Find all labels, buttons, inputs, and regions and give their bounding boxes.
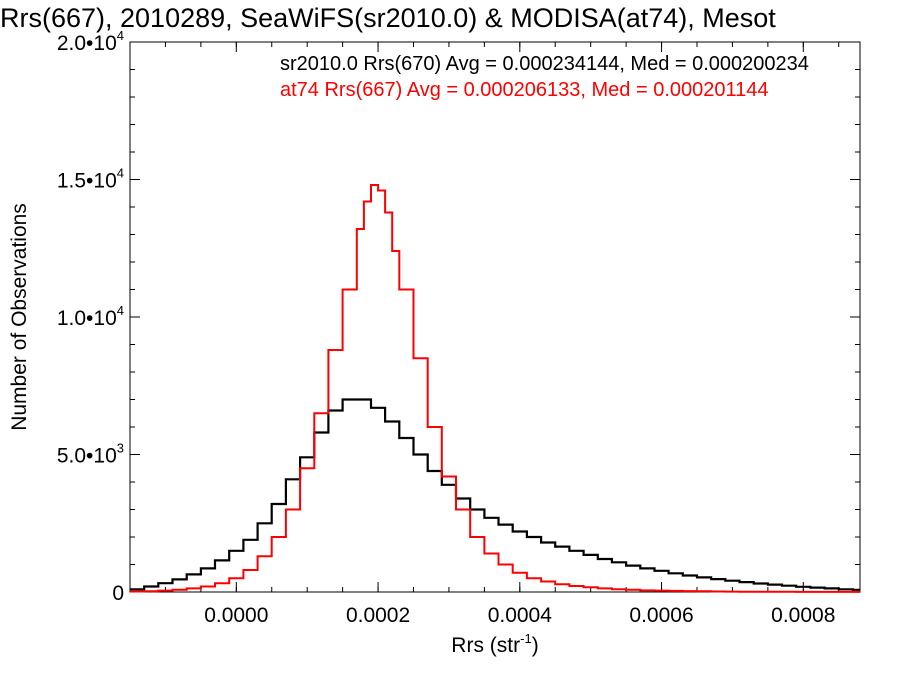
x-tick-labels: 0.0000 0.0002 0.0004 0.0006 0.0008 (204, 604, 835, 627)
legend-entry-sr2010: sr2010.0 Rrs(670) Avg = 0.000234144, Med… (280, 53, 809, 75)
chart-title: Rrs(667), 2010289, SeaWiFS(sr2010.0) & M… (0, 3, 776, 33)
x-tick-label: 0.0006 (629, 604, 693, 627)
y-tick-label: 1.0•104 (57, 303, 124, 330)
y-tick-label: 5.0•103 (57, 441, 124, 468)
legend-entry-at74: at74 Rrs(667) Avg = 0.000206133, Med = 0… (280, 79, 769, 101)
y-axis-label: Number of Observations (8, 203, 31, 431)
x-tick-label: 0.0004 (488, 604, 553, 627)
x-tick-label: 0.0002 (346, 604, 410, 627)
series-line-0 (130, 398, 860, 591)
axis-ticks (130, 41, 860, 593)
y-tick-label: 2.0•104 (57, 28, 124, 55)
y-tick-label: 0 (112, 582, 124, 605)
x-axis-label-base: Rrs (str (451, 634, 520, 657)
x-axis-label: Rrs (str-1) (451, 631, 538, 657)
series-layer (130, 184, 860, 593)
x-axis-label-sup: -1 (520, 631, 532, 646)
x-axis-label-tail: ) (532, 634, 539, 657)
series-line-1 (130, 184, 860, 593)
x-tick-label: 0.0000 (204, 604, 268, 627)
y-tick-label: 1.5•104 (57, 166, 124, 193)
x-tick-label: 0.0008 (771, 604, 835, 627)
plot-area (129, 41, 861, 593)
y-tick-labels: 0 5.0•103 1.0•104 1.5•104 2.0•104 (57, 28, 124, 605)
